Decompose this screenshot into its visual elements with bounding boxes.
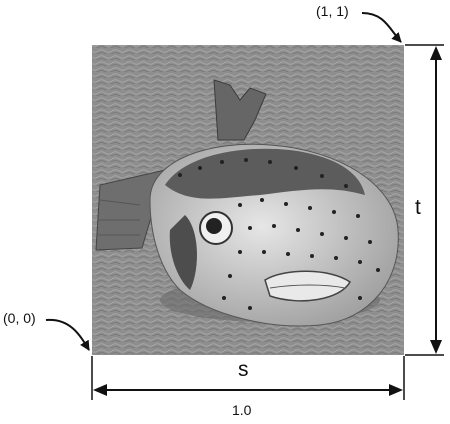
corner-label-top-right: (1, 1) [316,3,349,19]
pufferfish [95,79,399,327]
fish-mouth [264,270,351,302]
corner-arrow-top-right [361,12,402,43]
corner-arrow-bottom-left [45,318,90,351]
s-arrowhead-right [389,384,403,396]
t-axis-label: t [415,196,421,219]
texture-image [92,45,404,355]
s-axis-label: s [238,358,249,381]
t-arrowhead-bottom [430,340,442,354]
t-arrowhead-top [430,46,442,60]
corner-label-bottom-left: (0, 0) [3,310,36,326]
s-arrowhead-left [93,384,107,396]
width-value-label: 1.0 [232,402,252,418]
